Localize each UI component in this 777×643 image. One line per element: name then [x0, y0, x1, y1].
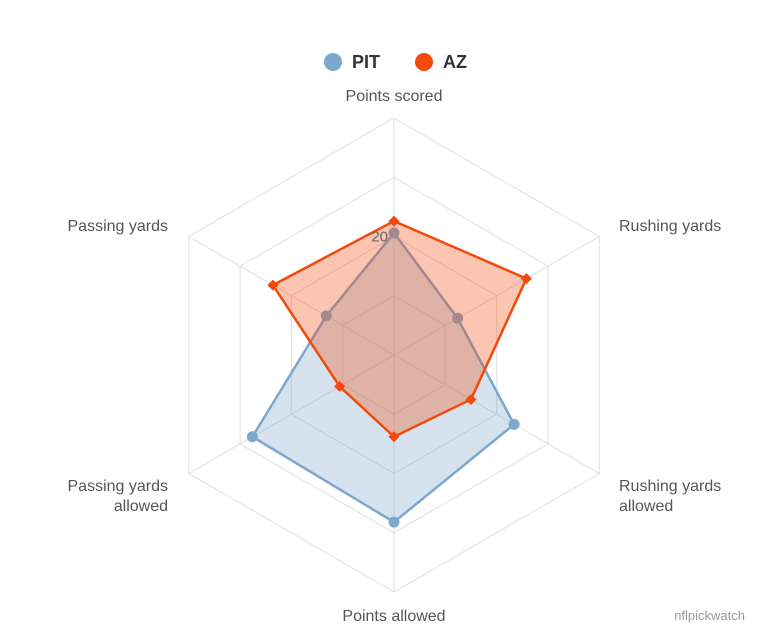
- grid-spoke-3: [393, 354, 600, 475]
- data-point-az-5[interactable]: [334, 380, 346, 392]
- axis-label-4: Points allowed: [342, 608, 445, 625]
- legend-item-az[interactable]: AZ: [415, 52, 467, 72]
- data-point-pit-2[interactable]: [452, 312, 464, 324]
- data-point-pit-3[interactable]: [508, 418, 520, 430]
- legend-label-az: AZ: [443, 52, 467, 72]
- axis-label-6: Passing yards: [68, 218, 169, 235]
- axis-label-5: Passing yards allowed: [68, 478, 169, 515]
- series-layer: [246, 215, 532, 528]
- data-point-pit-1[interactable]: [388, 227, 400, 239]
- legend-item-pit[interactable]: PIT: [324, 52, 380, 72]
- data-point-pit-6[interactable]: [320, 310, 332, 322]
- tick-label-20: 20: [371, 229, 388, 246]
- legend-marker-pit: [324, 53, 342, 71]
- series-pit[interactable]: [246, 227, 520, 528]
- series-az[interactable]: [267, 215, 532, 443]
- legend-marker-az: [415, 53, 433, 71]
- legend-label-pit: PIT: [352, 52, 380, 72]
- grid-spoke-6: [188, 235, 395, 356]
- grid-spoke-2: [393, 235, 600, 356]
- grid-spoke-5: [188, 354, 395, 475]
- data-point-az-3[interactable]: [465, 393, 477, 405]
- credit-text[interactable]: nflpickwatch: [674, 608, 745, 623]
- axis-label-3: Rushing yards allowed: [619, 478, 721, 515]
- data-point-az-4[interactable]: [388, 431, 400, 443]
- data-point-az-6[interactable]: [267, 279, 279, 291]
- data-point-pit-5[interactable]: [246, 431, 258, 443]
- data-point-az-1[interactable]: [388, 215, 400, 227]
- data-point-pit-4[interactable]: [388, 516, 400, 528]
- axis-label-1: Points scored: [346, 88, 443, 105]
- legend[interactable]: PIT AZ: [324, 52, 467, 72]
- data-point-az-2[interactable]: [520, 273, 532, 285]
- axis-label-2: Rushing yards: [619, 218, 721, 235]
- axis-labels: 20 Points scored Rushing yards Rushing yard…: [68, 88, 722, 625]
